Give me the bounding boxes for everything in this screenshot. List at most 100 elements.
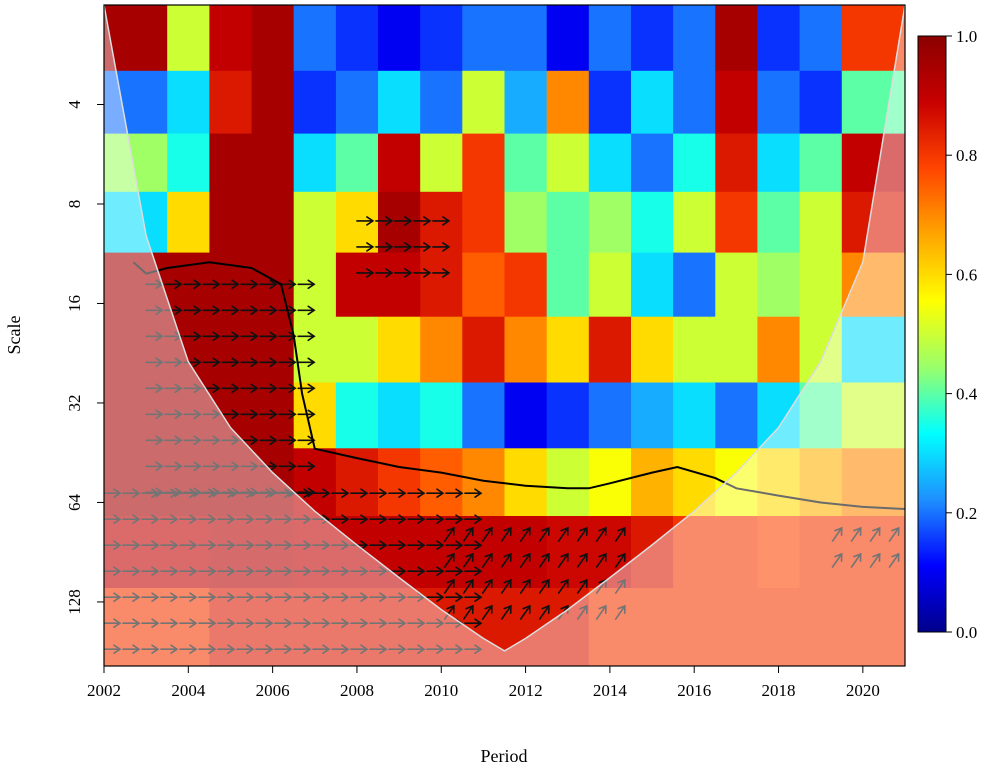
heatmap-cell [293,5,337,72]
phase-arrow [576,604,588,620]
heatmap-cell [841,588,905,666]
heatmap-cell [757,516,801,589]
phase-arrow [331,514,350,525]
phase-arrow [413,216,432,226]
heatmap-cell [462,252,506,318]
phase-arrow [350,618,369,629]
plot-frame [103,4,906,667]
phase-arrow [293,514,312,525]
phase-arrow [221,383,240,394]
phase-arrow [164,487,183,498]
phase-arrow [595,552,607,568]
phase-arrow [350,592,369,603]
phase-arrow [240,279,259,290]
phase-arrow [240,331,259,342]
phase-arrow [141,540,160,551]
x-tick-label: 2008 [340,681,374,700]
heatmap-cell [546,588,590,666]
phase-arrow [369,540,388,551]
colorbar-tick-label: 0.4 [956,385,978,404]
phase-arrow [141,592,160,603]
heatmap-cell [673,316,716,384]
phase-arrow [557,578,569,594]
heatmap-cell [546,5,590,72]
phase-arrow [388,540,407,551]
heatmap-cell [378,252,421,318]
heatmap-cell [293,448,337,517]
phase-arrow [519,552,531,568]
phase-arrow [179,592,198,603]
heatmap-cell [715,516,759,589]
heatmap-cell [799,588,843,666]
heatmap-cell [799,70,843,135]
phase-arrow [236,540,255,551]
phase-arrow [104,644,122,655]
phase-arrow [164,279,183,290]
phase-arrow [445,592,464,603]
phase-arrow [312,540,331,551]
phase-arrow [104,618,122,629]
phase-arrow [240,357,259,368]
heatmap-cell [378,191,421,254]
phase-arrow [297,461,316,472]
y-tick-label: 8 [65,200,84,209]
heatmap-cell [715,588,759,666]
heatmap-cell [420,133,463,193]
phase-arrow [183,435,202,446]
phase-arrow [831,552,843,568]
phase-arrow [198,644,217,655]
phase-arrow [888,526,900,542]
heatmap-cell [209,448,253,517]
phase-arrow [538,552,550,568]
phase-arrow [426,592,445,603]
phase-arrow [388,618,407,629]
heatmap-cell [462,133,506,193]
phase-arrow [217,514,236,525]
heatmap-cell [335,448,379,517]
phase-arrow [160,514,179,525]
phase-arrow [183,461,202,472]
colorbar [917,35,947,633]
heatmap-cell [631,516,674,589]
heatmap-cell [251,70,295,135]
phase-arrow [519,526,531,542]
phase-arrow [164,305,183,316]
phase-arrow [356,268,375,278]
heatmap-cell [588,316,632,384]
phase-arrow [331,618,350,629]
phase-arrow [104,592,122,603]
phase-arrow [122,488,141,499]
x-tick-label: 2018 [762,681,796,700]
phase-arrow [259,279,278,290]
x-tick-label: 2020 [846,681,880,700]
heatmap-cell [293,382,337,449]
phase-arrow [369,592,388,603]
heatmap-cell [631,588,674,666]
phase-arrow [164,461,183,472]
phase-arrow [104,514,122,525]
phase-arrow [278,409,297,420]
phase-arrow [407,618,426,629]
heatmap-cell [588,70,632,135]
x-tick-label: 2012 [509,681,543,700]
phase-arrow [445,540,464,551]
x-tick-label: 2016 [677,681,711,700]
y-axis-title: Scale [4,316,24,355]
heatmap-cell [841,70,905,135]
heatmap-cell [631,70,674,135]
phase-arrow [217,540,236,551]
phase-arrow [614,526,626,542]
phase-arrow [331,566,350,577]
heatmap-cell [546,448,590,517]
cone-of-influence-layer [104,5,905,666]
phase-arrow [160,644,179,655]
heatmap-cell [631,316,674,384]
heatmap-cell [209,70,253,135]
phase-arrow [614,604,626,620]
phase-arrow [164,331,183,342]
phase-arrow [426,540,445,551]
heatmap-cell [504,448,548,517]
phase-arrow [240,461,259,472]
phase-arrow [274,566,293,577]
